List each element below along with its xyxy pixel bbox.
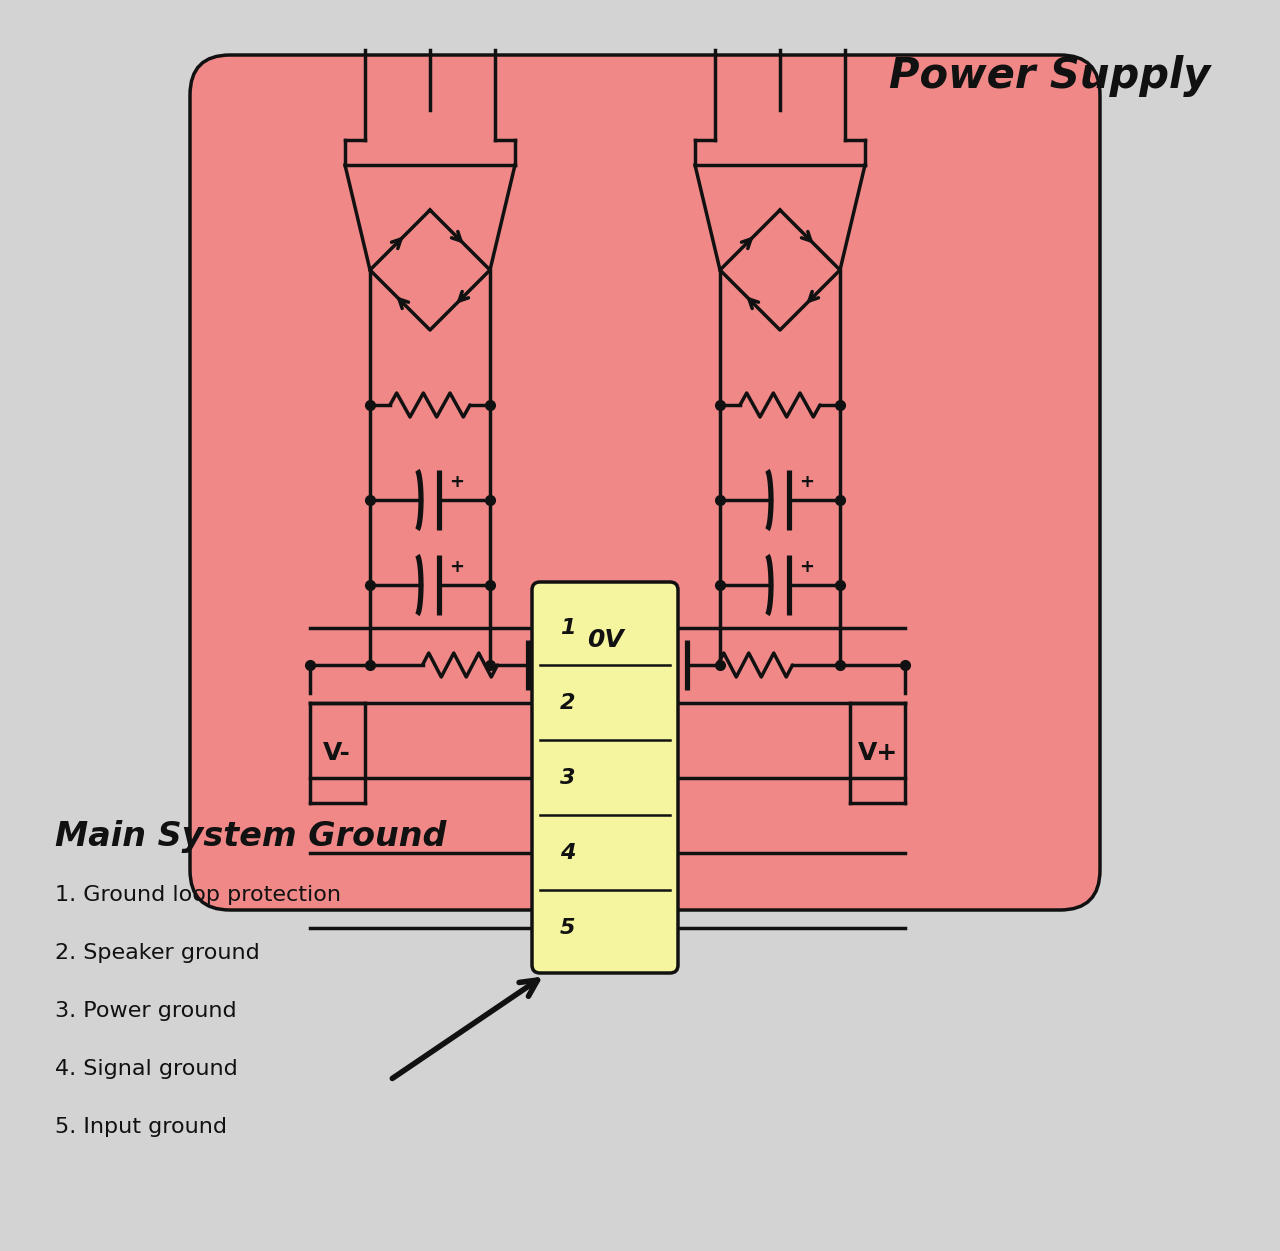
Text: 5. Input ground: 5. Input ground [55, 1117, 227, 1137]
Text: +: + [449, 473, 465, 490]
Text: Power Supply: Power Supply [888, 55, 1210, 98]
FancyBboxPatch shape [532, 582, 678, 973]
Text: 3. Power ground: 3. Power ground [55, 1001, 237, 1021]
Text: +: + [800, 473, 814, 490]
Text: +: + [800, 558, 814, 575]
Text: 1. Ground loop protection: 1. Ground loop protection [55, 884, 340, 904]
Text: V-: V- [323, 741, 351, 766]
Text: 2: 2 [561, 693, 576, 713]
Text: 3: 3 [561, 768, 576, 787]
FancyBboxPatch shape [189, 55, 1100, 909]
Text: +: + [449, 558, 465, 575]
Text: 0V: 0V [586, 628, 623, 652]
Text: 4: 4 [561, 842, 576, 862]
Text: V+: V+ [858, 741, 899, 766]
Text: 4. Signal ground: 4. Signal ground [55, 1060, 238, 1080]
Text: Main System Ground: Main System Ground [55, 819, 447, 853]
Text: 1: 1 [561, 618, 576, 638]
Text: 5: 5 [561, 917, 576, 937]
Bar [564, 615, 645, 666]
Text: 2. Speaker ground: 2. Speaker ground [55, 943, 260, 963]
